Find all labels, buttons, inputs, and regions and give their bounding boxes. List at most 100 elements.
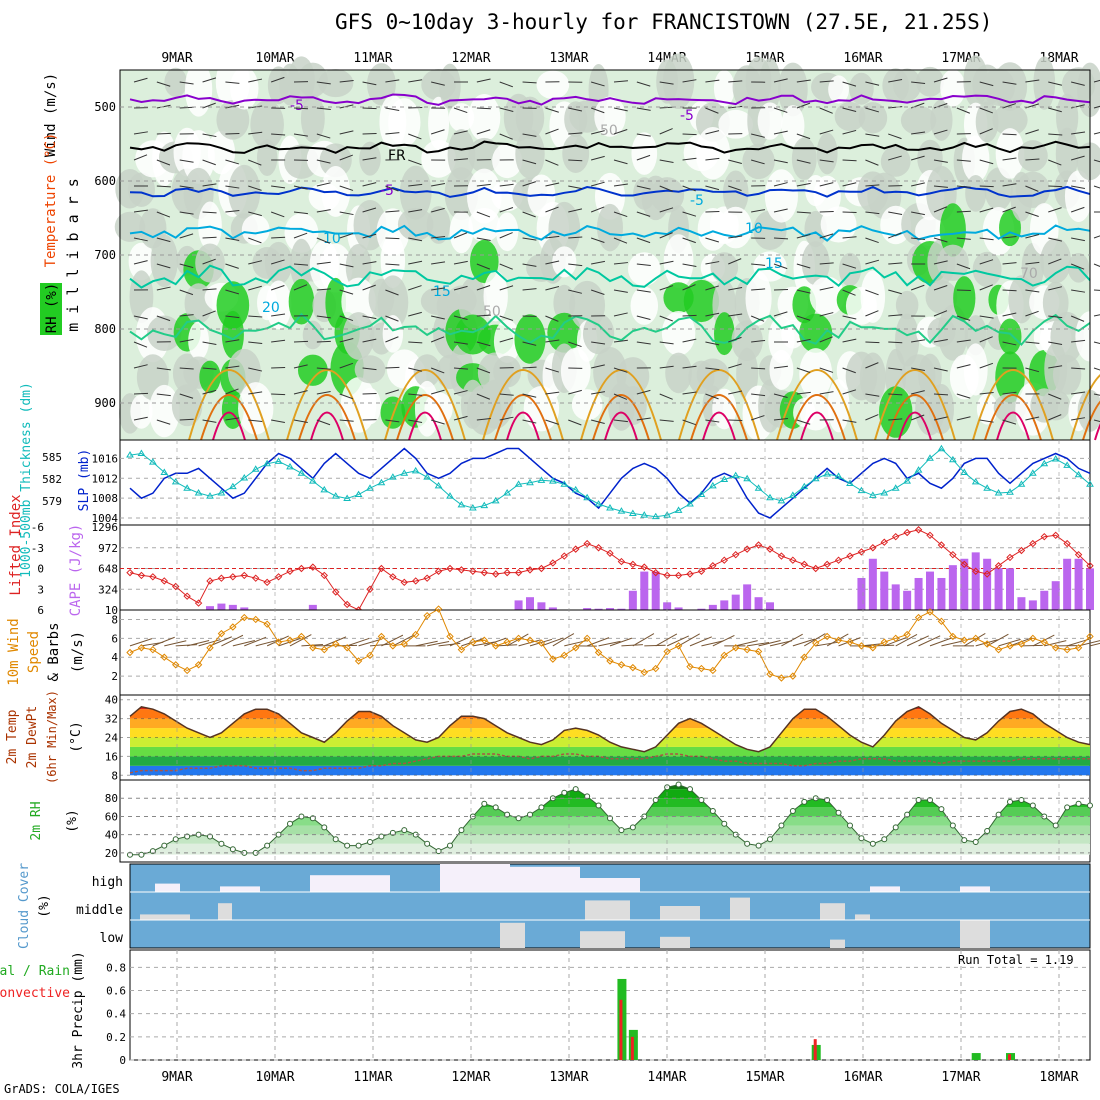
wind-speed-point	[1006, 642, 1014, 650]
wind-speed-point	[800, 653, 808, 661]
rh-cell	[388, 98, 421, 147]
wind-barb	[865, 393, 880, 397]
rh-cell	[515, 129, 545, 179]
lifted-index-point	[240, 571, 248, 580]
wind-barb	[156, 367, 171, 371]
cape-bar	[617, 608, 626, 610]
wind-barb	[979, 81, 994, 87]
thickness-axis-label: 1000-500mb Thickness (dm)	[19, 382, 34, 578]
wind-barb	[979, 259, 994, 265]
rh-point	[869, 840, 876, 847]
wind-speed-point	[503, 638, 511, 646]
temp-unit-label: (°C)	[69, 721, 84, 752]
rh-cell	[820, 206, 857, 243]
wind-barb	[1093, 419, 1100, 422]
wind-barb	[499, 393, 514, 396]
wind-speed-point	[892, 634, 900, 643]
wind-barb	[819, 80, 834, 83]
wind-barb	[773, 311, 788, 317]
cape-bar	[651, 571, 660, 610]
precip-tick: 0.4	[106, 1008, 126, 1021]
wind-speed-point	[160, 653, 168, 661]
wind-barb	[613, 262, 628, 265]
rh-cell	[496, 212, 519, 252]
wind-barb	[495, 644, 518, 647]
rh-cell	[359, 387, 381, 425]
wind-speed-point	[720, 651, 728, 660]
rh-cell	[827, 379, 850, 433]
wind-barb	[156, 263, 171, 269]
wind-barb	[865, 362, 879, 369]
wind-barb	[705, 237, 719, 243]
wind-speed-point	[400, 640, 408, 648]
wind-barb	[1002, 81, 1017, 85]
rh-point	[949, 822, 956, 829]
wind-barb	[678, 633, 700, 647]
rh-cell	[630, 286, 659, 325]
wind-barb	[499, 183, 514, 187]
wind-barb	[728, 80, 743, 83]
lifted-index-point	[446, 564, 454, 573]
contour-label: 50	[600, 123, 618, 139]
wind-barb	[1071, 155, 1085, 161]
rh-point	[367, 838, 373, 845]
wind-barb	[933, 185, 948, 188]
wind-barb	[271, 419, 286, 424]
wind-speed-point	[994, 645, 1003, 654]
wind-barb	[408, 106, 423, 109]
wind-barb	[682, 157, 697, 161]
cape-bar	[228, 604, 237, 610]
wind-barb	[316, 315, 331, 319]
wind-barb	[933, 416, 948, 421]
wind-barb	[888, 78, 903, 83]
wind-barb	[751, 133, 765, 138]
wind-barb	[773, 237, 789, 240]
rh-cell	[895, 290, 919, 320]
lifted-index-point	[286, 567, 294, 575]
wind-barb	[408, 133, 422, 140]
lifted-index-point	[960, 560, 968, 569]
wind-speed-point	[732, 644, 740, 652]
wind-barb	[842, 182, 857, 187]
wind-barb	[133, 131, 148, 135]
wind-speed-point	[240, 613, 248, 622]
lifted-index-point	[263, 578, 271, 587]
rh-point	[229, 846, 236, 853]
wind-barb	[545, 235, 560, 239]
wind-speed-point	[572, 644, 580, 652]
wind-speed-point	[366, 651, 374, 660]
wind-barb	[1093, 263, 1100, 267]
lifted-index-point	[1040, 532, 1048, 541]
wind-barb	[659, 207, 674, 213]
panel-frame	[119, 439, 1091, 526]
wind-barb	[408, 285, 422, 291]
wind-barb	[568, 341, 582, 348]
rh-cell	[228, 164, 261, 219]
wind-barb	[408, 419, 423, 423]
wind-barb	[682, 211, 697, 217]
lifted-index-point	[297, 564, 306, 573]
wind-barb	[202, 102, 216, 109]
rh-point	[652, 797, 659, 804]
cloud-block	[730, 897, 750, 920]
lifted-index-point	[880, 538, 888, 546]
cape-tick: 10	[105, 604, 118, 617]
rh-point	[1007, 798, 1013, 805]
rh-cell	[1050, 311, 1084, 363]
lifted-index-point	[560, 552, 568, 560]
lifted-index-point	[652, 568, 660, 577]
contour-label: 15	[765, 256, 783, 272]
wind-barb	[773, 182, 788, 187]
thickness-point	[491, 496, 500, 504]
cape-bar	[583, 608, 592, 610]
wind-barb	[1048, 393, 1062, 400]
wind-speed-point	[869, 644, 877, 652]
rh-cell	[710, 252, 739, 283]
wind-barb	[156, 286, 171, 291]
lifted-index-point	[172, 582, 180, 591]
wind-barb	[248, 131, 263, 135]
wind-barb	[522, 419, 537, 424]
thickness-point	[411, 466, 420, 474]
wind-barb	[156, 419, 171, 425]
rh-cell	[571, 389, 603, 421]
